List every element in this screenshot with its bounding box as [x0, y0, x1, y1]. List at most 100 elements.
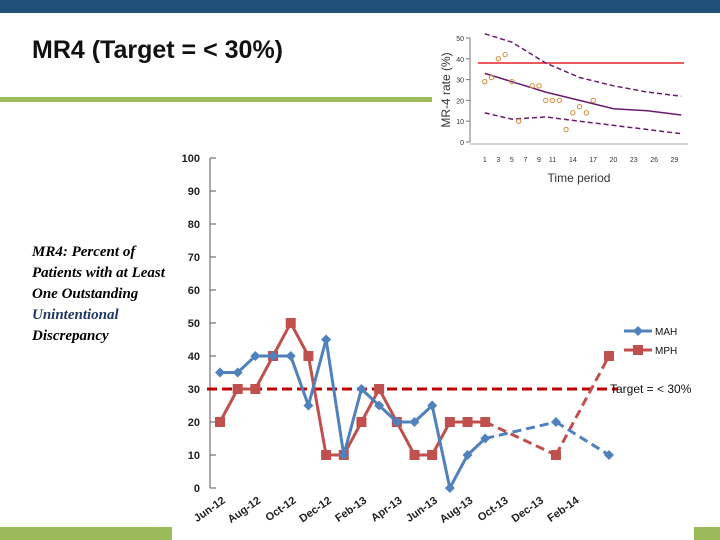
x-tick-label: Jun-13	[404, 495, 440, 525]
inset-data-point	[549, 97, 556, 104]
series-mah-segment	[484, 420, 557, 440]
mah-point	[391, 417, 402, 427]
inset-x-tick-label: 29	[671, 157, 679, 164]
y-tick-label: 20	[188, 417, 200, 429]
x-tick-label: Apr-13	[369, 495, 404, 525]
inset-data-point	[495, 56, 502, 62]
inset-center-line	[484, 72, 682, 116]
inset-data-point	[563, 126, 569, 133]
inset-x-tick-label: 17	[589, 157, 597, 164]
series-mph-segment	[377, 388, 399, 423]
mah-point	[338, 450, 349, 460]
series-mah-segment	[289, 355, 310, 407]
inset-x-tick-label: 1	[483, 157, 487, 164]
x-tick-label: Oct-13	[476, 495, 511, 524]
inset-control-chart: 0 10 20 30 40 50 1 3 5 7 9 11 14 17 20 23 26 29 Time perio…	[432, 24, 688, 192]
series-mph-segment	[554, 355, 611, 456]
x-tick-label: Dec-13	[510, 495, 546, 526]
inset-x-tick-label: 3	[496, 157, 500, 164]
legend-label: MPH	[655, 346, 677, 357]
metric-description-part1: MR4: Percent of Patients with at Least O…	[32, 244, 165, 302]
inset-data-point	[488, 74, 495, 81]
mah-point	[215, 367, 225, 378]
mph-point	[250, 384, 261, 394]
mph-point	[480, 417, 491, 427]
y-tick-label: 70	[188, 252, 200, 264]
mah-point	[374, 400, 385, 411]
mah-point	[285, 351, 296, 361]
series-mah-segment	[360, 387, 381, 407]
inset-upper-limit	[484, 33, 682, 97]
x-tick-label: Feb-14	[545, 494, 582, 525]
y-tick-label: 60	[188, 285, 200, 297]
series-mph-segment	[360, 388, 381, 423]
inset-x-tick-label: 26	[650, 157, 658, 164]
mah-point	[232, 367, 243, 378]
y-tick-label: 50	[188, 318, 200, 330]
mph-point	[232, 384, 243, 394]
x-tick-label: Dec-12	[297, 495, 333, 526]
mah-point	[303, 400, 314, 411]
inset-data-point	[482, 78, 488, 85]
mph-point	[444, 417, 455, 427]
series-mph-segment	[289, 322, 310, 357]
x-tick-label: Jun-12	[192, 495, 228, 525]
target-label: Target = < 30%	[610, 382, 692, 396]
inset-y-tick-label: 0	[460, 140, 464, 147]
y-tick-label: 0	[194, 483, 200, 495]
metric-description-part3: Discrepancy	[32, 328, 109, 344]
x-tick-label: Aug-12	[226, 495, 263, 526]
inset-x-tick-label: 11	[549, 157, 556, 164]
inset-data-point	[502, 51, 508, 58]
inset-data-point	[556, 97, 562, 104]
mph-point	[604, 351, 614, 361]
legend-marker	[633, 345, 643, 355]
legend: MAH MPH	[624, 326, 677, 357]
inset-data-point	[543, 97, 549, 104]
mph-point	[215, 417, 225, 427]
mah-point	[268, 351, 279, 361]
legend-label: MAH	[655, 327, 677, 338]
inset-data-point	[583, 110, 590, 116]
x-tick-label: Aug-13	[438, 495, 475, 526]
inset-lower-limit	[484, 112, 682, 135]
series-mah-segment	[555, 420, 610, 457]
mph-point	[303, 351, 314, 361]
mah-point	[444, 483, 455, 493]
series-mph-segment	[484, 420, 557, 457]
mah-point	[356, 384, 367, 394]
mph-point	[356, 417, 367, 427]
mph-point	[374, 384, 385, 394]
y-tick-label: 100	[182, 153, 200, 165]
mah-point	[250, 351, 261, 361]
inset-x-tick-label: 9	[537, 157, 541, 164]
mph-point	[409, 450, 420, 460]
x-tick-label: Feb-13	[333, 495, 369, 525]
x-tick-label: Oct-12	[264, 495, 299, 524]
series-mph-segment	[271, 322, 293, 357]
title-underline	[0, 97, 440, 102]
mah-point	[462, 450, 473, 460]
y-tick-label: 80	[188, 219, 200, 231]
inset-data-point	[515, 118, 522, 124]
series-mph-segment	[218, 388, 240, 423]
inset-y-tick-label: 20	[456, 98, 464, 105]
inset-y-tick-label: 30	[456, 78, 464, 85]
series-mah-segment	[306, 339, 328, 406]
slide-title: MR4 (Target = < 30%)	[32, 36, 284, 64]
mah-point	[480, 433, 491, 444]
series-mah-segment	[430, 405, 452, 489]
series-mah-segment	[466, 437, 487, 457]
inset-data-point	[509, 78, 515, 85]
legend-marker	[633, 326, 643, 336]
inset-x-tick-label: 7	[523, 157, 527, 164]
inset-y-axis-label: MR-4 rate (%)	[439, 52, 453, 127]
y-tick-label: 40	[188, 351, 200, 363]
footer-gap	[172, 527, 694, 540]
series-mph-segment	[430, 421, 452, 456]
inset-x-tick-label: 23	[630, 157, 638, 164]
mah-point	[427, 400, 438, 411]
inset-data-point	[570, 110, 576, 116]
inset-x-axis-label: Time period	[548, 171, 611, 185]
